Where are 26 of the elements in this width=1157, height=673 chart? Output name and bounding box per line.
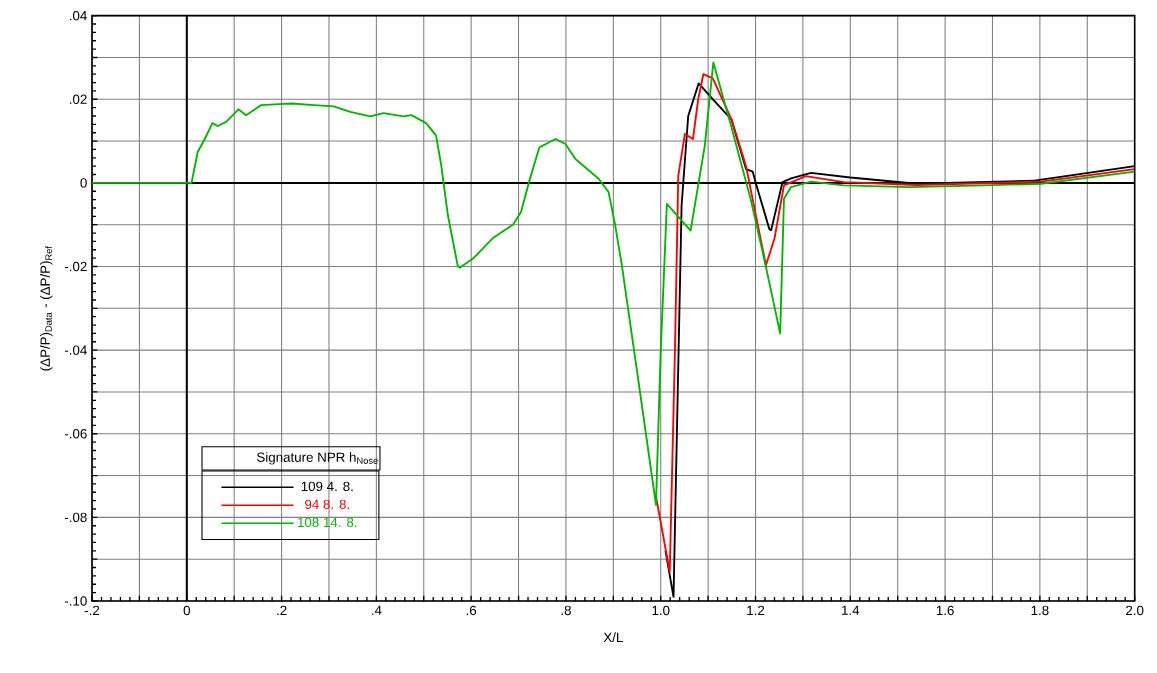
x-tick-label: .8 [561, 605, 571, 616]
text: 94 8. 8. [305, 499, 349, 510]
x-tick-label: 1.6 [936, 605, 954, 616]
x-tick-label: .4 [372, 605, 382, 615]
x-tick-label: -.2 [84, 605, 100, 616]
y-tick-label: .02 [69, 94, 87, 104]
x-tick-label: 2.0 [1126, 605, 1144, 616]
x-tick-label: 0 [183, 605, 190, 616]
legend-title: Signature NPR h$_{Nose}$ [257, 452, 378, 465]
y-tick-label: -.04 [64, 345, 87, 355]
x-tick-label: 1.8 [1031, 605, 1049, 616]
x-tick-label: .2 [277, 605, 287, 616]
y-axis-title: (ΔP/P)$_{Data}$ - (ΔP/P)$_{Ref}$ [40, 245, 53, 371]
x-tick-label: 1.4 [842, 605, 860, 615]
x-tick-label: 1.2 [747, 605, 765, 616]
x-tick-label: .6 [466, 605, 477, 616]
x-axis-title: X/L [603, 632, 623, 643]
y-tick-label: -.06 [64, 429, 87, 439]
text: 109 4. 8. [301, 481, 353, 492]
text: 108 14. 8. [298, 517, 357, 528]
y-tick-label: 0 [80, 178, 87, 188]
y-tick-label: .04 [69, 10, 87, 21]
x-tick-label: 1.0 [652, 605, 670, 616]
y-tick-label: -.08 [64, 512, 87, 523]
y-tick-label: -.02 [64, 261, 87, 272]
y-tick-label: -.10 [64, 596, 87, 606]
